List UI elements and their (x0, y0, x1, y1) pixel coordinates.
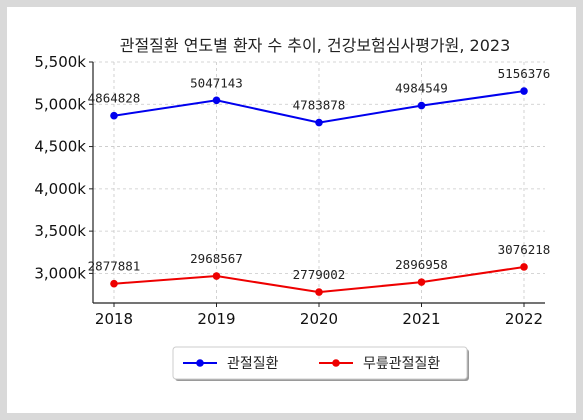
x-tick-label: 2021 (402, 310, 440, 328)
data-point (315, 288, 323, 296)
data-point (417, 101, 426, 110)
data-label: 4783878 (293, 98, 346, 113)
data-label: 2877881 (88, 259, 141, 274)
x-tick-label: 2018 (95, 310, 133, 328)
x-tick-label: 2019 (197, 310, 235, 328)
data-point (212, 96, 221, 105)
line-chart: 관절질환 연도별 환자 수 추이, 건강보험심사평가원, 2023 2018 20… (34, 36, 551, 381)
y-tick-label: 4,000k (34, 180, 86, 198)
legend-label: 관절질환 (227, 356, 279, 372)
chart-title: 관절질환 연도별 환자 수 추이, 건강보험심사평가원, 2023 (120, 36, 511, 55)
y-tick-label: 3,500k (34, 222, 86, 240)
data-point (212, 272, 221, 280)
series (110, 87, 528, 296)
data-label: 4984549 (395, 81, 448, 96)
data-point (315, 118, 323, 127)
legend-marker (196, 359, 204, 367)
data-point (110, 279, 118, 288)
data-point (520, 87, 528, 95)
data-label: 2896958 (395, 257, 448, 272)
data-point (110, 111, 118, 120)
data-point (417, 278, 426, 286)
y-tick-label: 4,500k (34, 138, 86, 156)
grid (93, 61, 545, 303)
data-label: 2779002 (293, 267, 346, 282)
legend-label: 무릎관절질환 (363, 356, 440, 372)
data-label: 2968567 (190, 251, 243, 266)
chart-frame: 관절질환 연도별 환자 수 추이, 건강보험심사평가원, 2023 2018 20… (7, 7, 576, 413)
data-label: 4864828 (88, 91, 141, 106)
data-point (520, 263, 528, 271)
y-tick-label: 5,000k (34, 95, 86, 113)
data-label: 5047143 (190, 75, 243, 90)
y-tick-label: 5,500k (34, 53, 86, 71)
y-tick-label: 3,000k (34, 264, 86, 282)
legend-marker (332, 359, 340, 367)
axes: 2018 2019 2020 2021 2022 3,000k 3,500k 4,000k 4,… (34, 53, 545, 328)
x-tick-label: 2022 (505, 310, 543, 328)
data-labels: 4864828 5047143 4783878 4984549 5156376 28778… (88, 66, 551, 282)
data-label: 3076218 (498, 242, 551, 257)
x-tick-label: 2020 (300, 310, 338, 328)
legend: 관절질환 무릎관절질환 (172, 346, 469, 381)
data-label: 5156376 (498, 66, 551, 81)
